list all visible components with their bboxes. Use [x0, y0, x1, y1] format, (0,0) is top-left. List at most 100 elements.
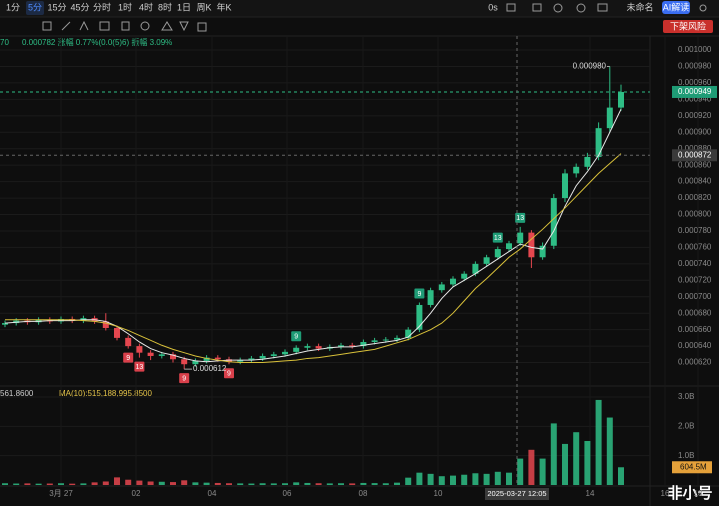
last-price-label: 0.000949: [678, 87, 712, 96]
candle-body: [427, 290, 434, 305]
interval[interactable]: 8时: [158, 1, 172, 12]
candle-body: [606, 107, 613, 129]
signal-text: 9: [126, 355, 130, 362]
tool-icon[interactable]: [161, 21, 173, 31]
y-tick-label: 0.000920: [678, 111, 712, 120]
crosshair-price-box: [672, 149, 717, 162]
volume-bar: [136, 480, 143, 485]
risk-badge: 下架风险: [670, 20, 706, 31]
volume-bar: [539, 458, 546, 485]
volume-bar: [2, 483, 8, 485]
volume-value: 561.8600: [0, 389, 34, 398]
candle-body: [304, 346, 311, 348]
candle-body: [338, 345, 344, 347]
logo: 非小号: [667, 484, 712, 502]
signal-badge: [515, 212, 526, 223]
candle-body: [573, 166, 580, 174]
interval[interactable]: 1时: [118, 1, 132, 12]
y-tick-label: 0.000680: [678, 308, 712, 317]
volume-bar: [80, 483, 87, 485]
volume-bar: [483, 473, 490, 485]
ai-button[interactable]: AI解读: [663, 1, 690, 12]
tool-icon[interactable]: [61, 21, 71, 31]
candle-body: [282, 351, 288, 355]
y-tick-label: 0.000980: [678, 62, 712, 71]
volume-bar: [461, 474, 468, 485]
volume-tick-label: 3.0B: [678, 392, 694, 401]
last-price-box: [672, 85, 717, 98]
volume-bar: [304, 482, 311, 485]
candle-body: [158, 354, 165, 356]
volume-bar: [192, 482, 199, 485]
volume-bar: [349, 483, 356, 485]
signal-badge: [123, 352, 134, 363]
candle-body: [382, 339, 389, 341]
signal-badge: [414, 288, 425, 299]
x-tick-label: 06: [283, 489, 292, 498]
y-tick-label: 0.000880: [678, 144, 712, 153]
candle-body: [237, 360, 244, 362]
icon[interactable]: [506, 3, 516, 12]
candle-body: [192, 360, 199, 365]
ma-line: [5, 153, 622, 364]
icon[interactable]: [532, 3, 542, 12]
candle-body: [371, 340, 378, 342]
volume-bar: [394, 482, 400, 485]
volume-bar: [13, 483, 20, 485]
interval[interactable]: 5分: [28, 2, 42, 12]
signal-text: 9: [182, 375, 186, 382]
tool-icon[interactable]: [79, 20, 89, 31]
signal-badge: [134, 361, 145, 372]
icon[interactable]: [597, 3, 608, 12]
interval[interactable]: 年K: [216, 1, 231, 12]
tool-icon[interactable]: [121, 21, 130, 31]
volume-bar: [170, 482, 176, 485]
candle-body: [125, 337, 132, 347]
x-tick-label: 16: [661, 489, 670, 498]
icon[interactable]: [553, 3, 563, 13]
active-interval: [26, 1, 44, 15]
tool-icon[interactable]: [179, 21, 189, 32]
interval[interactable]: 15分: [47, 2, 66, 12]
volume-bar: [528, 449, 535, 485]
risk-badge-bg: [663, 20, 713, 33]
interval[interactable]: 1分: [6, 2, 20, 12]
volume-bar: [326, 483, 333, 485]
ai-button-bg[interactable]: [662, 1, 690, 14]
drawing-tools[interactable]: [42, 20, 207, 32]
icon[interactable]: [699, 4, 707, 12]
tool-icon[interactable]: [42, 21, 52, 31]
volume-bar: [494, 471, 501, 485]
candle-body: [214, 357, 221, 360]
candle-body: [270, 354, 277, 356]
tool-icon[interactable]: [140, 21, 150, 31]
interval[interactable]: 周K: [196, 2, 211, 12]
tool-icon[interactable]: [197, 22, 207, 32]
candle-body: [539, 245, 546, 258]
interval[interactable]: 1日: [177, 2, 191, 12]
interval[interactable]: 45分: [70, 2, 89, 12]
volume-bar: [450, 475, 456, 485]
crosshair-time-label: 2025-03-27 12:05: [487, 489, 546, 498]
tool-icon[interactable]: [99, 21, 110, 31]
y-tick-label: 0.000700: [678, 292, 712, 301]
y-tick-label: 0.000960: [678, 78, 712, 87]
candle-body: [506, 243, 512, 250]
y-tick-label: 0.001000: [678, 45, 712, 54]
interval[interactable]: 分时: [93, 1, 111, 12]
volume-bar: [382, 483, 389, 485]
layout-name[interactable]: 未命名: [626, 1, 653, 12]
volume-bar: [618, 467, 624, 485]
volume-bar: [147, 481, 154, 485]
candle-body: [248, 358, 255, 361]
candle-body: [416, 304, 423, 330]
icon[interactable]: [576, 3, 586, 13]
candle-body: [293, 347, 300, 352]
volume-bar: [282, 483, 288, 485]
interval[interactable]: 4时: [139, 1, 153, 12]
x-tick-label: 10: [434, 489, 443, 498]
volume-bar: [35, 483, 42, 485]
volume-bar: [315, 483, 322, 485]
top-icons[interactable]: [506, 3, 707, 13]
